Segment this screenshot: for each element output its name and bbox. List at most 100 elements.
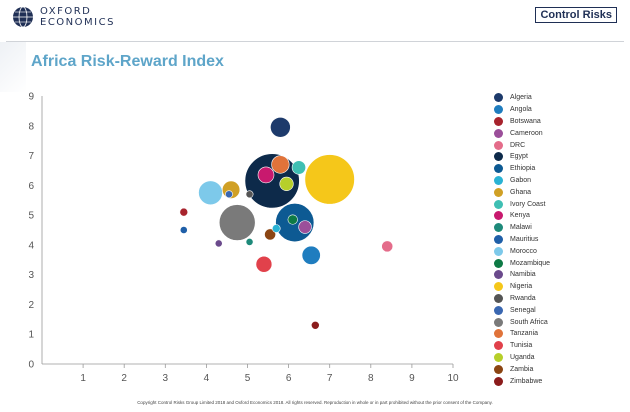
logo-line-2: ECONOMICS xyxy=(40,17,115,28)
copyright-footer: Copyright Control Risks Group Limited 20… xyxy=(137,400,493,405)
legend-swatch xyxy=(494,128,503,138)
legend-label: Botswana xyxy=(510,117,541,125)
legend-item: Nigeria xyxy=(494,281,550,293)
bubble-namibia xyxy=(214,239,223,248)
bubble-mauritius xyxy=(179,226,188,234)
legend-item: South Africa xyxy=(494,316,550,328)
legend-item: Ethiopia xyxy=(494,163,550,175)
bubble-south-africa xyxy=(218,204,256,241)
legend-label: Senegal xyxy=(510,306,536,314)
legend-label: Angola xyxy=(510,106,532,114)
legend-swatch xyxy=(494,352,503,362)
bubble-tunisia xyxy=(255,255,273,273)
legend-swatch xyxy=(494,317,503,327)
legend-item: Botswana xyxy=(494,116,550,128)
legend-item: Namibia xyxy=(494,269,550,281)
x-tick-label: 5 xyxy=(245,373,251,384)
bubble-mozambique xyxy=(287,214,298,225)
legend-swatch xyxy=(494,105,503,115)
legend-swatch xyxy=(494,329,503,339)
legend-swatch xyxy=(494,152,503,162)
legend-swatch xyxy=(494,376,503,386)
legend-label: Rwanda xyxy=(510,294,536,302)
y-tick-label: 6 xyxy=(28,181,34,192)
legend-item: Senegal xyxy=(494,304,550,316)
bubble-tanzania xyxy=(271,155,290,174)
chart-legend: Algeria Angola Botswana Cameroon DRC Egypt Eth… xyxy=(494,92,550,387)
control-risks-logo: Control Risks xyxy=(535,7,617,23)
x-tick-label: 9 xyxy=(409,373,415,384)
x-tick-label: 8 xyxy=(368,373,374,384)
legend-label: Nigeria xyxy=(510,283,533,291)
bubble-algeria xyxy=(270,116,291,138)
legend-label: Ghana xyxy=(510,188,532,196)
legend-label: Gabon xyxy=(510,176,532,184)
bubble-nigeria xyxy=(304,154,355,205)
bubble-morocco xyxy=(198,180,223,206)
bubble-malawi xyxy=(245,238,254,246)
y-tick-label: 3 xyxy=(28,270,34,281)
legend-item: Kenya xyxy=(494,210,550,222)
y-tick-label: 7 xyxy=(28,151,34,162)
legend-label: Ethiopia xyxy=(510,165,536,173)
bubble-zambia xyxy=(264,228,277,241)
bubble-zimbabwe xyxy=(311,320,320,330)
legend-swatch xyxy=(494,246,503,256)
legend-item: Mauritius xyxy=(494,234,550,246)
legend-label: Zambia xyxy=(510,365,534,373)
legend-item: Malawi xyxy=(494,222,550,234)
legend-swatch xyxy=(494,140,503,150)
legend-item: DRC xyxy=(494,139,550,151)
legend-item: Egypt xyxy=(494,151,550,163)
bubble-senegal xyxy=(225,190,233,199)
chart-title: Africa Risk-Reward Index xyxy=(31,53,224,70)
legend-label: Namibia xyxy=(510,271,536,279)
y-tick-label: 1 xyxy=(28,330,34,341)
legend-label: Egypt xyxy=(510,153,528,161)
legend-swatch xyxy=(494,93,503,103)
legend-swatch xyxy=(494,282,503,292)
y-tick-label: 9 xyxy=(28,92,34,103)
legend-item: Uganda xyxy=(494,352,550,364)
bubble-ivory-coast xyxy=(291,160,306,175)
legend-item: Mozambique xyxy=(494,257,550,269)
legend-label: Zimbabwe xyxy=(510,377,543,385)
header-divider xyxy=(6,41,624,42)
oxford-economics-logo: OXFORD ECONOMICS xyxy=(12,6,115,28)
legend-swatch xyxy=(494,341,503,351)
legend-label: Morocco xyxy=(510,247,537,255)
legend-swatch xyxy=(494,234,503,244)
bubble-uganda xyxy=(279,176,294,191)
legend-swatch xyxy=(494,223,503,233)
x-tick-label: 10 xyxy=(447,373,459,384)
legend-swatch xyxy=(494,258,503,268)
legend-item: Tunisia xyxy=(494,340,550,352)
legend-swatch xyxy=(494,199,503,209)
y-tick-label: 4 xyxy=(28,240,34,251)
globe-icon xyxy=(13,6,33,28)
legend-swatch xyxy=(494,187,503,197)
bubble-drc xyxy=(381,240,394,253)
legend-label: Tunisia xyxy=(510,342,533,350)
x-tick-label: 3 xyxy=(163,373,169,384)
legend-item: Ivory Coast xyxy=(494,198,550,210)
legend-label: South Africa xyxy=(510,318,548,326)
bubble-gabon xyxy=(271,224,281,233)
legend-item: Morocco xyxy=(494,245,550,257)
legend-label: Mozambique xyxy=(510,259,551,267)
legend-item: Zambia xyxy=(494,363,550,375)
legend-swatch xyxy=(494,305,503,315)
decorative-corner xyxy=(0,42,26,92)
legend-label: Ivory Coast xyxy=(510,200,546,208)
legend-swatch xyxy=(494,270,503,280)
legend-label: Uganda xyxy=(510,353,535,361)
logo-line-1: OXFORD xyxy=(40,6,92,17)
legend-label: Algeria xyxy=(510,94,532,102)
bubble-kenya xyxy=(257,166,275,184)
x-tick-label: 6 xyxy=(286,373,292,384)
legend-item: Algeria xyxy=(494,92,550,104)
y-tick-label: 0 xyxy=(28,360,34,371)
x-tick-label: 2 xyxy=(121,373,127,384)
x-tick-label: 1 xyxy=(80,373,86,384)
